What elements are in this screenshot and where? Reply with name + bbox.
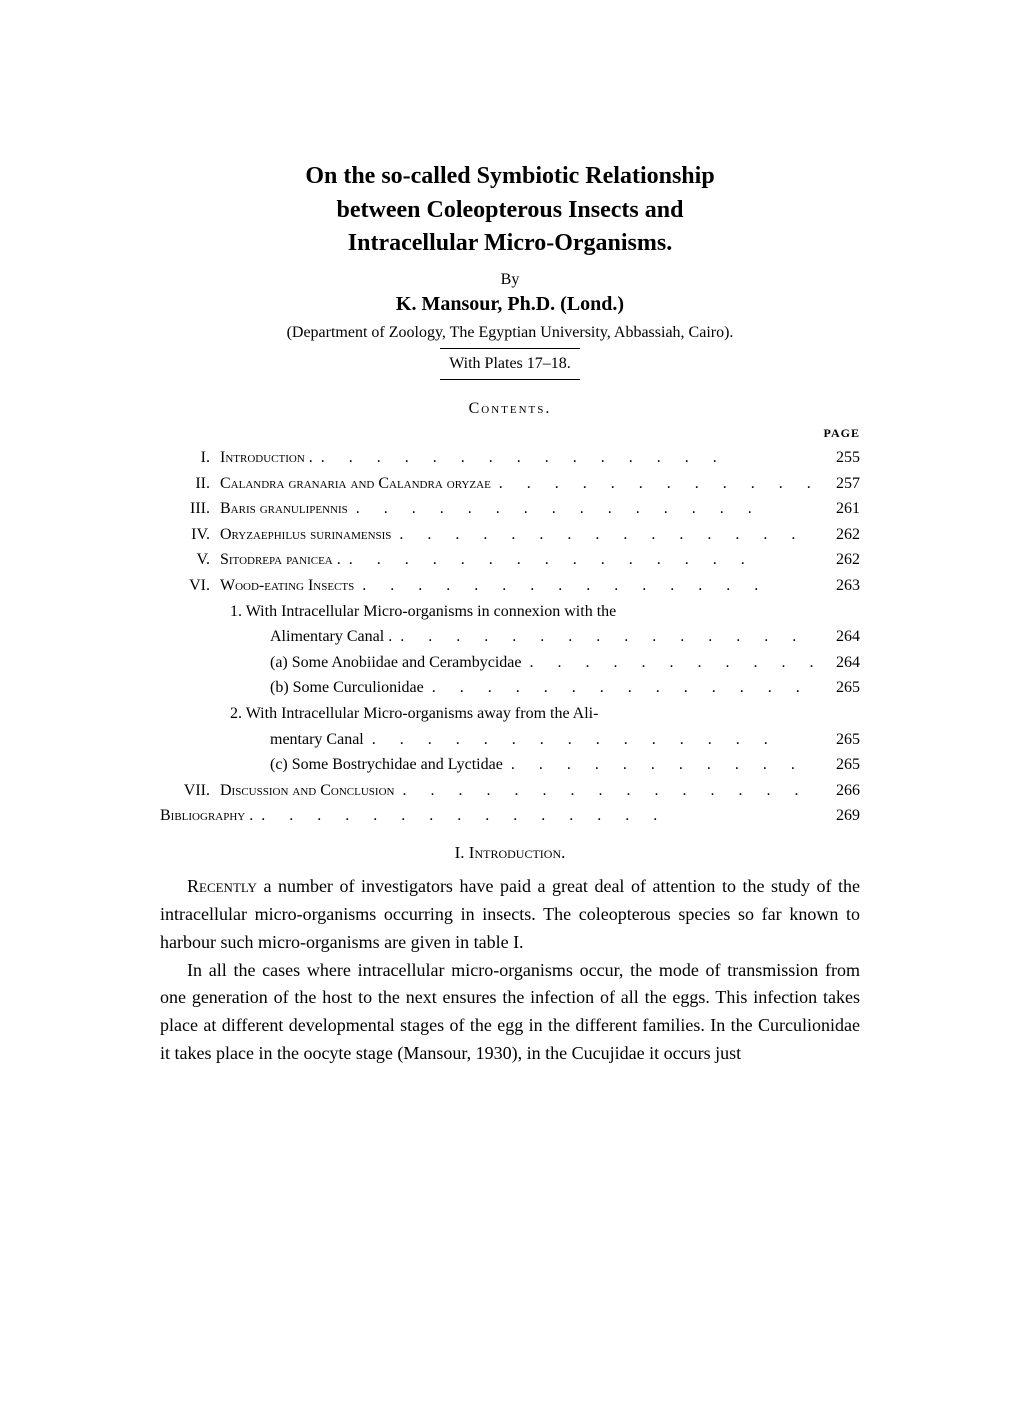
toc-leader-dots: . . . . . . . . . . . . . . . <box>424 675 820 701</box>
toc-page-number: 263 <box>820 573 860 599</box>
paragraph-1: Recently a number of investigators have … <box>160 873 860 957</box>
toc-label: mentary Canal <box>220 727 364 753</box>
toc-leader-dots: . . . . . . . . . . . . . . . <box>503 752 820 778</box>
toc-label: Baris granulipennis <box>220 496 348 522</box>
plates-note: With Plates 17–18. <box>160 355 860 373</box>
toc-page-number: 269 <box>820 803 860 829</box>
toc-row: 1. With Intracellular Micro-organisms in… <box>160 599 860 625</box>
divider-2 <box>440 379 580 380</box>
toc-row: VI.Wood-eating Insects. . . . . . . . . … <box>160 573 860 599</box>
toc-leader-dots: . . . . . . . . . . . . . . . <box>348 496 820 522</box>
toc-page-number: 257 <box>820 471 860 497</box>
toc-roman: III. <box>160 496 220 522</box>
toc-page-number: 265 <box>820 752 860 778</box>
toc-label: Calandra granaria and Calandra oryzae <box>220 471 491 497</box>
toc-label: (b) Some Curculionidae <box>220 675 424 701</box>
toc-leader-dots: . . . . . . . . . . . . . . . <box>253 803 820 829</box>
divider-1 <box>440 348 580 349</box>
toc-leader-dots: . . . . . . . . . . . . . . . <box>392 624 820 650</box>
toc-row: VII.Discussion and Conclusion. . . . . .… <box>160 778 860 804</box>
affiliation: (Department of Zoology, The Egyptian Uni… <box>160 324 860 342</box>
section-number: I. <box>455 843 469 862</box>
toc-label: Sitodrepa panicea . <box>220 547 341 573</box>
toc-roman: IV. <box>160 522 220 548</box>
toc-label: Introduction . <box>220 445 313 471</box>
toc-label: Wood-eating Insects <box>220 573 354 599</box>
toc-roman: VI. <box>160 573 220 599</box>
toc-leader-dots: . . . . . . . . . . . . . . . <box>491 471 820 497</box>
toc-leader-dots: . . . . . . . . . . . . . . . <box>354 573 820 599</box>
toc-row: I.Introduction .. . . . . . . . . . . . … <box>160 445 860 471</box>
table-of-contents: PAGE I.Introduction .. . . . . . . . . .… <box>160 424 860 829</box>
toc-label: (c) Some Bostrychidae and Lyctidae <box>220 752 503 778</box>
toc-roman: V. <box>160 547 220 573</box>
toc-roman: I. <box>160 445 220 471</box>
toc-row: (b) Some Curculionidae. . . . . . . . . … <box>160 675 860 701</box>
contents-heading: Contents. <box>160 400 860 418</box>
toc-page-number: 265 <box>820 727 860 753</box>
toc-row: (c) Some Bostrychidae and Lyctidae. . . … <box>160 752 860 778</box>
author: K. Mansour, Ph.D. (Lond.) <box>160 293 860 316</box>
toc-page-number: 264 <box>820 624 860 650</box>
toc-row: 2. With Intracellular Micro-organisms aw… <box>160 701 860 727</box>
toc-page-number: 264 <box>820 650 860 676</box>
toc-label: 2. With Intracellular Micro-organisms aw… <box>220 701 598 727</box>
toc-label: 1. With Intracellular Micro-organisms in… <box>220 599 616 625</box>
toc-leader-dots: . . . . . . . . . . . . . . . <box>521 650 820 676</box>
section-title: Introduction. <box>469 843 566 862</box>
paragraph-2: In all the cases where intracellular mic… <box>160 957 860 1069</box>
toc-row: V.Sitodrepa panicea .. . . . . . . . . .… <box>160 547 860 573</box>
title-line-1: On the so-called Symbiotic Relationship <box>160 160 860 194</box>
toc-label: (a) Some Anobiidae and Cerambycidae <box>220 650 521 676</box>
toc-label: Bibliography . <box>160 803 253 829</box>
toc-page-number: 266 <box>820 778 860 804</box>
toc-row: IV.Oryzaephilus surinamensis. . . . . . … <box>160 522 860 548</box>
title-line-3: Intracellular Micro-Organisms. <box>160 227 860 261</box>
body-text: Recently a number of investigators have … <box>160 873 860 1068</box>
toc-leader-dots: . . . . . . . . . . . . . . . <box>313 445 820 471</box>
toc-row: Alimentary Canal .. . . . . . . . . . . … <box>160 624 860 650</box>
para1-lead: Recently <box>187 876 257 896</box>
para1-rest: a number of investigators have paid a gr… <box>160 876 860 952</box>
toc-row: II.Calandra granaria and Calandra oryzae… <box>160 471 860 497</box>
toc-label: Alimentary Canal . <box>220 624 392 650</box>
page: On the so-called Symbiotic Relationship … <box>0 0 1020 1148</box>
toc-row: mentary Canal. . . . . . . . . . . . . .… <box>160 727 860 753</box>
toc-row: Bibliography .. . . . . . . . . . . . . … <box>160 803 860 829</box>
title-block: On the so-called Symbiotic Relationship … <box>160 160 860 261</box>
toc-page-number: 262 <box>820 522 860 548</box>
title-line-2: between Coleopterous Insects and <box>160 194 860 228</box>
toc-leader-dots: . . . . . . . . . . . . . . . <box>391 522 820 548</box>
toc-page-number: 255 <box>820 445 860 471</box>
toc-row: III.Baris granulipennis. . . . . . . . .… <box>160 496 860 522</box>
toc-page-number: 262 <box>820 547 860 573</box>
toc-roman: II. <box>160 471 220 497</box>
toc-label: Oryzaephilus surinamensis <box>220 522 391 548</box>
toc-leader-dots: . . . . . . . . . . . . . . . <box>394 778 820 804</box>
section-heading: I. Introduction. <box>160 843 860 863</box>
by-label: By <box>160 271 860 289</box>
toc-label: Discussion and Conclusion <box>220 778 394 804</box>
toc-roman: VII. <box>160 778 220 804</box>
toc-page-header: PAGE <box>160 424 860 443</box>
toc-leader-dots: . . . . . . . . . . . . . . . <box>341 547 820 573</box>
toc-page-number: 261 <box>820 496 860 522</box>
toc-leader-dots: . . . . . . . . . . . . . . . <box>364 727 820 753</box>
toc-row: (a) Some Anobiidae and Cerambycidae. . .… <box>160 650 860 676</box>
toc-page-number: 265 <box>820 675 860 701</box>
